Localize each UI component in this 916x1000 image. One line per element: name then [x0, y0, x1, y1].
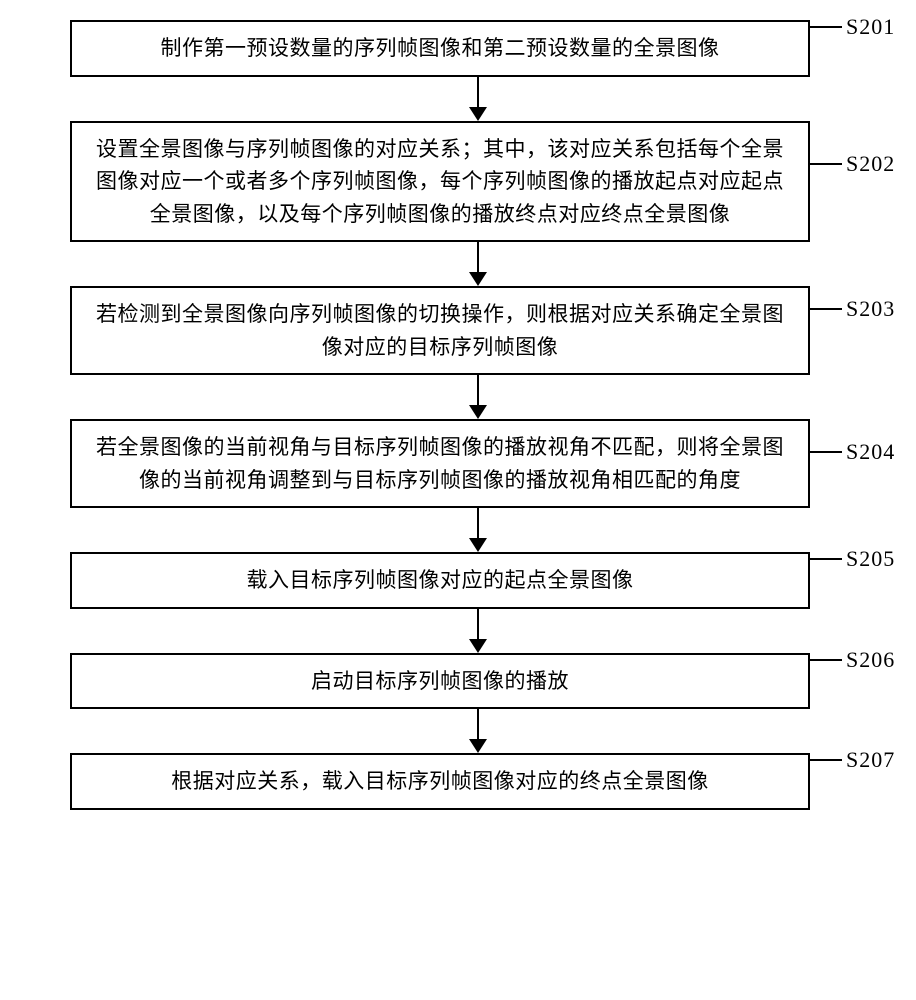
arrow-line	[477, 375, 479, 405]
step-label-s202: S202	[846, 151, 895, 177]
step-box-s205: 载入目标序列帧图像对应的起点全景图像	[70, 552, 810, 609]
flowchart-container: 制作第一预设数量的序列帧图像和第二预设数量的全景图像S201 设置全景图像与序列帧…	[30, 20, 886, 810]
label-tick	[810, 558, 842, 560]
step-row-s203: 若检测到全景图像向序列帧图像的切换操作，则根据对应关系确定全景图像对应的目标序列…	[30, 286, 886, 375]
arrow-head-icon	[469, 107, 487, 121]
step-box-s207: 根据对应关系，载入目标序列帧图像对应的终点全景图像	[70, 753, 810, 810]
label-tick	[810, 659, 842, 661]
step-row-s207: 根据对应关系，载入目标序列帧图像对应的终点全景图像S207	[30, 753, 886, 810]
arrow-head-icon	[469, 272, 487, 286]
step-box-s206: 启动目标序列帧图像的播放	[70, 653, 810, 710]
arrow-line	[477, 242, 479, 272]
step-label-s206: S206	[846, 647, 895, 673]
step-box-s204: 若全景图像的当前视角与目标序列帧图像的播放视角不匹配，则将全景图像的当前视角调整…	[70, 419, 810, 508]
step-box-s203: 若检测到全景图像向序列帧图像的切换操作，则根据对应关系确定全景图像对应的目标序列…	[70, 286, 810, 375]
arrow-head-icon	[469, 405, 487, 419]
step-row-s204: 若全景图像的当前视角与目标序列帧图像的播放视角不匹配，则将全景图像的当前视角调整…	[30, 419, 886, 508]
step-row-s206: 启动目标序列帧图像的播放S206	[30, 653, 886, 710]
arrow-head-icon	[469, 739, 487, 753]
arrow-connector	[108, 508, 848, 552]
step-label-s204: S204	[846, 439, 895, 465]
arrow-connector	[108, 609, 848, 653]
label-tick	[810, 26, 842, 28]
label-tick	[810, 163, 842, 165]
step-row-s205: 载入目标序列帧图像对应的起点全景图像S205	[30, 552, 886, 609]
step-label-s203: S203	[846, 296, 895, 322]
step-box-s202: 设置全景图像与序列帧图像的对应关系；其中，该对应关系包括每个全景图像对应一个或者…	[70, 121, 810, 243]
step-row-s202: 设置全景图像与序列帧图像的对应关系；其中，该对应关系包括每个全景图像对应一个或者…	[30, 121, 886, 243]
label-tick	[810, 759, 842, 761]
arrow-connector	[108, 375, 848, 419]
arrow-connector	[108, 242, 848, 286]
step-row-s201: 制作第一预设数量的序列帧图像和第二预设数量的全景图像S201	[30, 20, 886, 77]
arrow-line	[477, 508, 479, 538]
label-tick	[810, 451, 842, 453]
arrow-line	[477, 709, 479, 739]
arrow-connector	[108, 709, 848, 753]
step-label-s205: S205	[846, 546, 895, 572]
label-tick	[810, 308, 842, 310]
arrow-line	[477, 77, 479, 107]
step-label-s207: S207	[846, 747, 895, 773]
arrow-head-icon	[469, 639, 487, 653]
step-label-s201: S201	[846, 14, 895, 40]
arrow-head-icon	[469, 538, 487, 552]
arrow-line	[477, 609, 479, 639]
arrow-connector	[108, 77, 848, 121]
step-box-s201: 制作第一预设数量的序列帧图像和第二预设数量的全景图像	[70, 20, 810, 77]
